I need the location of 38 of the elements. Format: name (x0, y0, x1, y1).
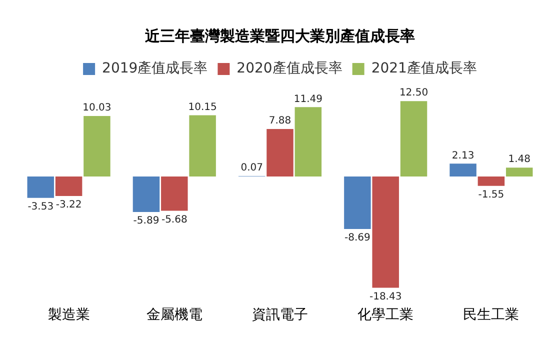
x-tick-label: 資訊電子 (252, 307, 308, 324)
data-label: -3.22 (56, 200, 82, 211)
bar (450, 164, 476, 177)
data-label: -5.89 (133, 216, 160, 227)
bar (478, 176, 505, 186)
legend-label: 2020產值成長率 (236, 60, 342, 77)
data-label: 1.48 (508, 154, 530, 166)
bar (27, 176, 54, 198)
bar (372, 176, 399, 288)
data-label: 10.03 (82, 102, 112, 114)
bar (189, 115, 216, 177)
data-label: -5.68 (161, 214, 188, 226)
bar (132, 176, 160, 212)
data-label: -18.43 (369, 291, 402, 302)
data-label: 11.49 (294, 94, 322, 105)
data-label: 2.13 (452, 150, 474, 162)
bar (400, 101, 428, 177)
data-label: -1.55 (478, 189, 504, 200)
x-tick-label: 民生工業 (463, 307, 520, 324)
data-label: 10.15 (188, 102, 217, 113)
data-label: 7.88 (268, 116, 292, 127)
x-tick-label: 化學工業 (358, 307, 414, 324)
chart-title: 近三年臺灣製造業暨四大業別產值成長率 (144, 26, 415, 45)
bar (55, 176, 82, 196)
bar (266, 128, 294, 177)
bar (344, 176, 371, 229)
bar (161, 176, 188, 211)
data-label: -3.53 (28, 201, 54, 212)
x-tick-label: 製造業 (48, 307, 90, 324)
bar (294, 107, 322, 177)
data-label: -8.69 (344, 232, 370, 244)
data-label: 0.07 (240, 162, 263, 174)
bar (84, 116, 110, 177)
data-label: 12.50 (399, 88, 428, 99)
legend-label: 2019產值成長率 (102, 60, 208, 77)
x-tick-label: 金屬機電 (146, 307, 202, 324)
bar (506, 168, 533, 177)
legend-label: 2021產值成長率 (371, 60, 477, 77)
